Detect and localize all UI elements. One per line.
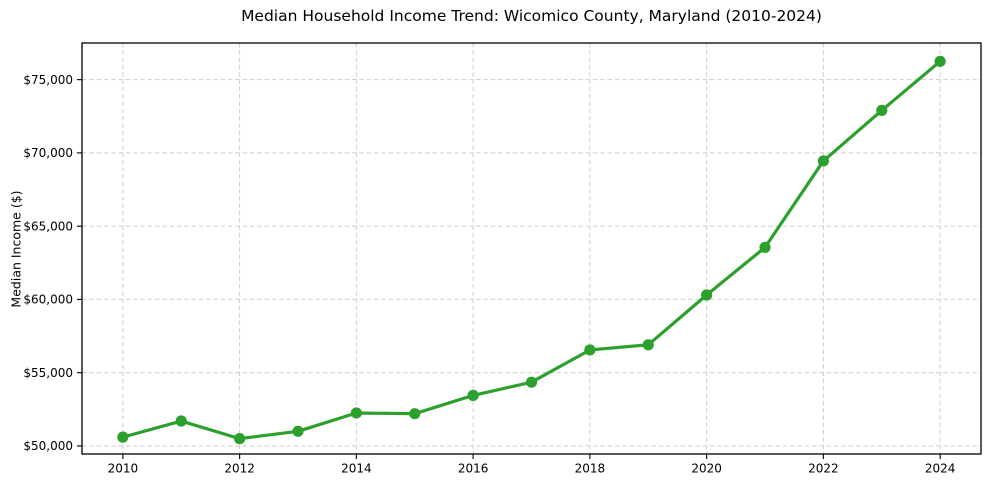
x-tick-label: 2020 [691, 462, 722, 476]
data-point [409, 408, 421, 420]
x-tick-label: 2022 [808, 462, 839, 476]
y-tick-label: $75,000 [23, 73, 73, 87]
x-tick-label: 2024 [925, 462, 956, 476]
y-tick-label: $60,000 [23, 293, 73, 307]
x-tick-label: 2014 [341, 462, 372, 476]
y-tick-label: $70,000 [23, 146, 73, 160]
data-point [234, 433, 246, 445]
x-tick-label: 2012 [224, 462, 255, 476]
data-point [934, 55, 946, 67]
data-point [759, 241, 771, 254]
data-point [350, 407, 362, 419]
y-tick-label: $55,000 [23, 366, 73, 380]
x-tick-label: 2016 [458, 462, 489, 476]
data-point [701, 289, 713, 301]
data-point [817, 155, 829, 167]
x-tick-label: 2018 [575, 462, 606, 476]
data-point [175, 415, 187, 427]
data-point [876, 104, 888, 117]
data-point [292, 425, 304, 437]
data-point [525, 376, 538, 388]
data-point [117, 431, 129, 443]
y-tick-label: $50,000 [23, 439, 73, 453]
data-point [642, 339, 654, 351]
plot-border [81, 42, 982, 455]
x-tick-label: 2010 [108, 462, 139, 476]
y-tick-label: $65,000 [23, 219, 73, 233]
chart-title: Median Household Income Trend: Wicomico … [241, 7, 822, 25]
data-point [467, 389, 479, 401]
data-point [584, 344, 596, 356]
